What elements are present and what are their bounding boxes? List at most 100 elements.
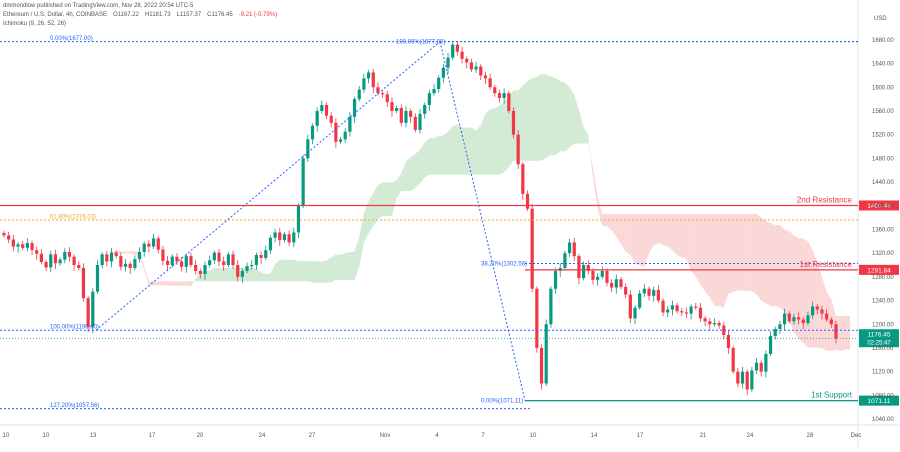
- candle-body: [736, 371, 740, 384]
- candle-body: [521, 164, 525, 194]
- candle-body: [474, 66, 478, 70]
- level-name: 2nd Resistance: [797, 195, 853, 204]
- current-price-label: 1176.45: [867, 332, 890, 339]
- candle-body: [371, 72, 375, 88]
- ichimoku-cloud-segment: [335, 254, 341, 280]
- ichimoku-cloud-segment: [700, 214, 706, 292]
- symbol-name[interactable]: Ethereum / U.S. Dollar, 4h, COINBASE: [3, 12, 108, 18]
- candle-body: [77, 265, 81, 268]
- ichimoku-cloud-segment: [307, 261, 313, 283]
- candle-body: [399, 107, 403, 123]
- candle-body: [109, 252, 114, 262]
- candle-body: [194, 265, 198, 271]
- level-price-tag: [859, 264, 899, 275]
- ichimoku-cloud-segment: [817, 262, 822, 349]
- candle-body: [437, 77, 441, 90]
- candle-body: [698, 307, 703, 319]
- ichimoku-cloud-segment: [588, 135, 593, 178]
- candle-body: [390, 102, 394, 111]
- ichimoku-cloud-segment: [219, 267, 224, 282]
- ichimoku-cloud-segment: [803, 238, 808, 348]
- candle-body: [296, 205, 301, 233]
- candle-body: [642, 288, 646, 294]
- ichimoku-cloud-segment: [789, 230, 794, 333]
- ichimoku-cloud-segment: [756, 214, 762, 301]
- ichimoku-cloud-segment: [64, 235, 70, 238]
- candle-body: [156, 238, 160, 250]
- candle-body: [605, 270, 609, 283]
- candle-body: [16, 244, 20, 247]
- ichimoku-cloud-segment: [527, 78, 533, 161]
- price-tick-label: 1160.00: [872, 346, 894, 352]
- ichimoku-cloud-segment: [345, 251, 350, 280]
- current-price-tag: [859, 329, 899, 348]
- candle-body: [208, 260, 212, 266]
- candle-body: [586, 265, 590, 271]
- candle-body: [21, 244, 25, 248]
- ichimoku-cloud-segment: [719, 214, 724, 308]
- candle-body: [67, 251, 72, 257]
- ichimoku-cloud-segment: [658, 214, 664, 246]
- candle-body: [180, 261, 184, 267]
- fib-level-label: 38.20%(1302.56): [481, 261, 527, 267]
- ohlc-change: -9.21 (-0.79%): [238, 12, 278, 18]
- time-tick-label: 24: [259, 433, 266, 439]
- time-tick-label: 17: [149, 433, 156, 439]
- ichimoku-cloud-segment: [840, 315, 846, 351]
- ichimoku-cloud-segment: [686, 214, 692, 271]
- candle-body: [119, 256, 123, 267]
- countdown-label: 02:25:47: [867, 341, 891, 347]
- ichimoku-cloud-segment: [611, 214, 617, 237]
- ichimoku-cloud-segment: [480, 113, 486, 175]
- ichimoku-cloud-segment: [214, 267, 220, 282]
- candle-body: [268, 237, 273, 251]
- ichimoku-cloud-segment: [536, 74, 542, 161]
- ichimoku-cloud-segment: [176, 281, 182, 286]
- ichimoku-cloud-segment: [714, 214, 720, 306]
- candle-body: [105, 254, 109, 262]
- ichimoku-cloud-segment: [424, 138, 430, 178]
- ichimoku-cloud-segment: [784, 229, 790, 321]
- ichimoku-cloud-segment: [667, 214, 673, 251]
- candle-body: [292, 232, 296, 243]
- candle-body: [577, 256, 581, 279]
- candle-body: [544, 324, 548, 384]
- candle-body: [539, 347, 544, 384]
- candle-body: [703, 318, 707, 322]
- candle-body: [217, 252, 221, 262]
- candle-body: [338, 139, 343, 142]
- candle-body: [680, 311, 684, 313]
- candle-body: [287, 234, 291, 243]
- ichimoku-cloud-segment: [120, 251, 126, 254]
- candle-body: [245, 266, 249, 271]
- ichimoku-cloud-segment: [826, 291, 832, 352]
- candle-body: [100, 254, 104, 266]
- candle-body: [610, 282, 614, 288]
- candle-body: [184, 256, 188, 267]
- ichimoku-cloud-segment: [677, 214, 682, 258]
- ichimoku-cloud-segment: [723, 214, 729, 308]
- time-tick-label: Dec: [851, 433, 862, 439]
- ichimoku-cloud-segment: [88, 241, 93, 243]
- candle-body: [133, 259, 137, 268]
- candle-body: [600, 270, 604, 277]
- fib-level-label: 100.00%(1190.00): [50, 325, 99, 331]
- candle-body: [306, 139, 310, 159]
- ichimoku-cloud-segment: [649, 214, 654, 254]
- ichimoku-cloud-segment: [541, 74, 547, 161]
- ichimoku-cloud-segment: [247, 267, 252, 282]
- ichimoku-cloud-segment: [298, 261, 304, 282]
- candle-body: [11, 239, 15, 247]
- ichimoku-cloud-segment: [415, 149, 420, 188]
- ichimoku-cloud-segment: [779, 225, 785, 312]
- ichimoku-cloud-segment: [681, 214, 687, 260]
- ichimoku-cloud-segment: [275, 259, 280, 282]
- ichimoku-cloud-segment: [457, 124, 463, 175]
- ichimoku-cloud-segment: [420, 142, 425, 184]
- ichimoku-cloud-segment: [92, 242, 98, 245]
- candle-body: [30, 243, 34, 251]
- candle-body: [189, 256, 193, 266]
- indicator-legend[interactable]: Ichimoku (9, 26, 52, 26): [3, 21, 67, 27]
